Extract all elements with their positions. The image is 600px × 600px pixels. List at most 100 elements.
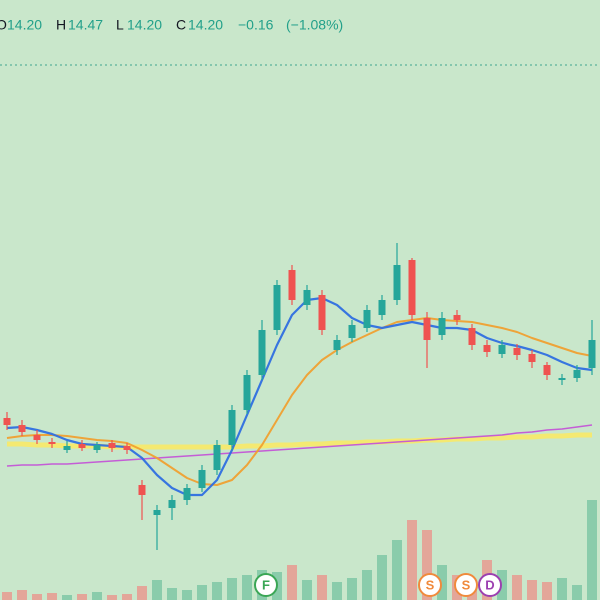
candle-body (243, 375, 251, 410)
low-value: 14.20 (127, 17, 162, 33)
candle-body (498, 345, 506, 354)
low-label: L (116, 17, 124, 33)
header: O 14.20 H 14.47 L 14.20 C 14.20 −0.16 (−… (0, 17, 343, 33)
candle-body (108, 443, 116, 448)
volume-bar (122, 594, 132, 600)
candle-body (333, 340, 341, 350)
event-marker[interactable] (254, 573, 278, 597)
volume-bar (242, 575, 252, 600)
candle-body (408, 260, 416, 315)
volume-bar (557, 578, 567, 600)
high-value: 14.47 (68, 17, 103, 33)
candle-body (348, 325, 356, 338)
volume-bar (32, 594, 42, 600)
volume-bar (227, 578, 237, 600)
event-marker[interactable] (454, 573, 478, 597)
candle-body (318, 295, 326, 330)
change: −0.16 (238, 17, 274, 33)
candle-body (273, 285, 281, 330)
candle-body (153, 510, 161, 515)
ma-line (6, 424, 593, 467)
candle-body (528, 354, 536, 362)
candle-body (543, 365, 551, 375)
candle-body (78, 444, 86, 448)
candle-body (288, 270, 296, 300)
candle-body (363, 310, 371, 328)
event-marker[interactable] (478, 573, 502, 597)
volume-bar (2, 592, 12, 600)
candle-body (33, 435, 41, 440)
change-percent: (−1.08%) (286, 17, 343, 33)
candles (3, 243, 596, 550)
candle-body (573, 370, 581, 378)
ma-line (6, 296, 593, 497)
volume-bar (92, 592, 102, 600)
volume-bar (572, 585, 582, 600)
volume-bar (317, 575, 327, 600)
candle-body (558, 378, 566, 380)
candle-body (453, 315, 461, 320)
volume-bar (542, 582, 552, 600)
candle-body (3, 418, 11, 425)
volume-bar (62, 595, 72, 600)
candle-body (168, 500, 176, 508)
open-value: 14.20 (7, 17, 42, 33)
moving-averages (6, 296, 593, 497)
volume-bar (437, 565, 447, 600)
candle-body (228, 410, 236, 445)
candle-body (183, 488, 191, 500)
volume-bar (347, 578, 357, 600)
volume-bar (527, 580, 537, 600)
candle-body (48, 442, 56, 444)
candle-body (468, 328, 476, 345)
candle-body (393, 265, 401, 300)
volume-bar (587, 500, 597, 600)
volume-bar (212, 582, 222, 600)
volume-bar (362, 570, 372, 600)
candle-body (438, 318, 446, 335)
volume-pane (2, 500, 597, 600)
volume-bar (377, 555, 387, 600)
volume-bar (287, 565, 297, 600)
candle-body (483, 345, 491, 352)
volume-bar (17, 590, 27, 600)
volume-bar (332, 582, 342, 600)
close-value: 14.20 (188, 17, 223, 33)
events: F S S D (254, 573, 502, 597)
open-label: O (0, 17, 7, 33)
event-label: F (262, 577, 270, 592)
candle-body (513, 348, 521, 355)
event-marker[interactable] (418, 573, 442, 597)
event-label: S (462, 577, 471, 592)
volume-bar (197, 585, 207, 600)
volume-bar (107, 595, 117, 600)
event-label: S (426, 577, 435, 592)
ma-line (6, 317, 593, 486)
candle-body (258, 330, 266, 375)
candle-body (123, 446, 131, 450)
candle-body (63, 446, 71, 450)
high-label: H (56, 17, 66, 33)
volume-bar (77, 594, 87, 600)
candle-body (93, 445, 101, 450)
candle-body (423, 318, 431, 340)
candle-body (138, 485, 146, 495)
volume-bar (47, 593, 57, 600)
candle-body (303, 290, 311, 305)
candle-body (588, 340, 596, 368)
candle-body (213, 445, 221, 470)
volume-bar (407, 520, 417, 600)
candle-body (18, 425, 26, 432)
volume-bar (182, 590, 192, 600)
volume-bar (302, 580, 312, 600)
candle-body (378, 300, 386, 315)
event-label: D (485, 577, 494, 592)
volume-bar (392, 540, 402, 600)
volume-bar (152, 580, 162, 600)
volume-bar (512, 575, 522, 600)
volume-bar (422, 530, 432, 600)
volume-bar (167, 588, 177, 600)
candle-body (198, 470, 206, 488)
